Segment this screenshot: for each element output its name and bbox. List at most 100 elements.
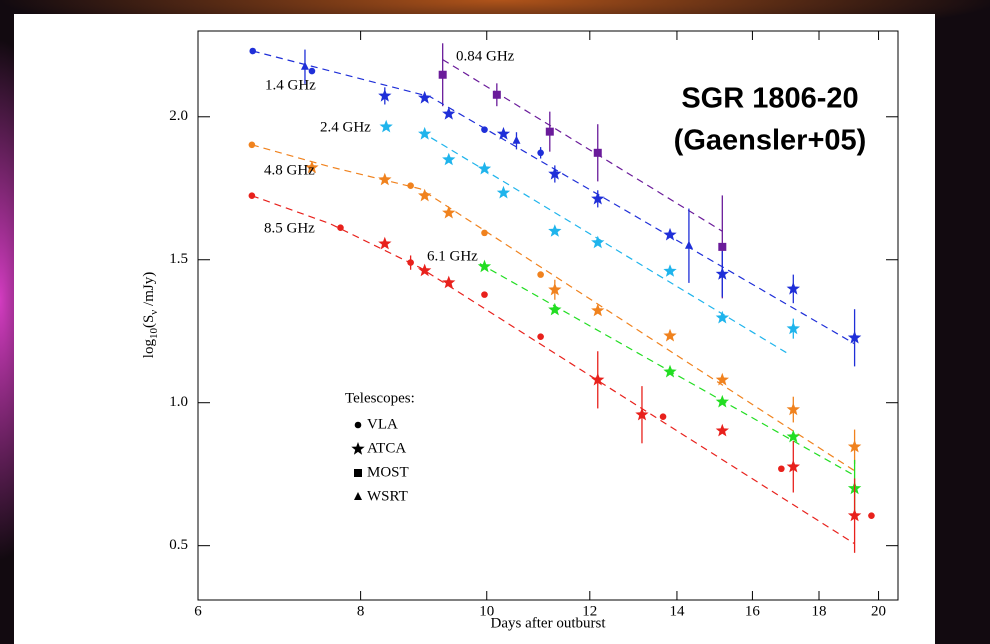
vla-point <box>481 126 488 133</box>
vla-point <box>537 271 544 278</box>
x-tick-label: 12 <box>582 603 597 619</box>
legend-label: MOST <box>367 464 409 480</box>
atca-point <box>378 172 392 186</box>
vla-point <box>868 512 875 519</box>
fit-line <box>442 59 723 232</box>
y-tick-label: 1.5 <box>169 251 188 267</box>
atca-point <box>378 88 392 102</box>
vla-point <box>537 149 544 157</box>
atca-point <box>786 281 800 295</box>
atca-point <box>548 302 562 316</box>
vla-point <box>407 259 414 266</box>
y-label-part: 10 <box>148 328 160 340</box>
atca-point <box>418 90 432 104</box>
legend-title: Telescopes: <box>345 390 415 406</box>
fit-line <box>251 144 855 472</box>
atca-point <box>591 303 605 317</box>
atca-point <box>715 423 729 437</box>
legend-label: VLA <box>367 416 398 432</box>
x-tick-label: 14 <box>669 603 685 619</box>
atca-point <box>591 191 605 205</box>
y-tick-label: 1.0 <box>169 394 188 410</box>
legend-symbol <box>354 492 362 500</box>
series-label: 2.4 GHz <box>320 119 371 135</box>
atca-point <box>786 429 800 443</box>
atca-point <box>548 224 562 237</box>
chart-title: SGR 1806-20 <box>681 83 858 115</box>
y-axis-label: log10(Sν /mJy) <box>141 272 159 358</box>
fit-line <box>252 50 855 345</box>
chart-subtitle: (Gaensler+05) <box>674 125 867 157</box>
atca-point <box>418 263 432 277</box>
x-tick-label: 8 <box>357 603 365 619</box>
panel <box>14 14 935 644</box>
legend-label: ATCA <box>367 440 406 456</box>
vla-point <box>407 182 414 189</box>
vla-point <box>481 229 488 237</box>
plot-frame <box>197 30 899 601</box>
y-label-part: ν <box>148 310 160 315</box>
atca-point <box>496 185 511 199</box>
atca-point <box>442 106 456 120</box>
x-tick-label: 20 <box>871 603 886 619</box>
atca-point <box>477 259 492 273</box>
wsrt-point <box>300 61 309 70</box>
series-label: 0.84 GHz <box>456 48 515 64</box>
fit-line <box>251 195 855 545</box>
x-tick-label: 10 <box>479 603 494 619</box>
atca-point <box>477 161 492 175</box>
atca-point <box>847 508 862 522</box>
y-label-part: log <box>141 339 157 359</box>
vla-point <box>537 333 544 340</box>
vla-point <box>481 291 488 298</box>
atca-point <box>548 167 562 180</box>
x-tick-label: 16 <box>745 603 761 619</box>
atca-point <box>591 372 605 386</box>
atca-point <box>496 126 511 140</box>
most-point <box>593 148 602 157</box>
x-tick-label: 6 <box>194 603 202 619</box>
atca-point <box>635 407 649 421</box>
atca-point <box>548 282 562 296</box>
most-point <box>718 242 727 251</box>
atca-point <box>591 235 605 249</box>
atca-point <box>442 275 456 289</box>
atca-point <box>847 439 862 453</box>
series-label: 8.5 GHz <box>264 220 315 236</box>
atca-point <box>305 160 319 174</box>
atca-point <box>418 188 432 202</box>
legend-symbol <box>354 469 362 477</box>
atca-point <box>786 459 800 473</box>
atca-point <box>663 264 677 277</box>
vla-point <box>248 192 256 199</box>
y-label-part: (S <box>141 315 157 328</box>
y-label-part: /mJy) <box>141 272 157 310</box>
most-point <box>545 127 554 136</box>
atca-point <box>715 267 729 280</box>
atca-point <box>378 236 392 250</box>
atca-point <box>786 402 800 416</box>
vla-point <box>778 465 785 473</box>
atca-point <box>663 227 677 241</box>
y-tick-label: 0.5 <box>169 537 188 553</box>
most-point <box>438 70 447 79</box>
most-point <box>492 90 501 99</box>
vla-point <box>248 141 256 149</box>
atca-point <box>442 152 456 166</box>
y-tick-label: 2.0 <box>169 108 188 124</box>
wsrt-point <box>512 135 521 144</box>
legend-symbol <box>351 442 365 455</box>
atca-point <box>379 119 393 133</box>
atca-point <box>715 372 729 386</box>
series-label: 1.4 GHz <box>265 77 316 93</box>
vla-point <box>659 413 667 421</box>
legend-label: WSRT <box>367 488 408 504</box>
atca-point <box>442 205 456 219</box>
legend-symbol <box>354 421 362 429</box>
vla-point <box>308 67 316 75</box>
vla-point <box>337 224 344 232</box>
x-tick-label: 18 <box>811 603 826 619</box>
atca-point <box>418 126 432 140</box>
